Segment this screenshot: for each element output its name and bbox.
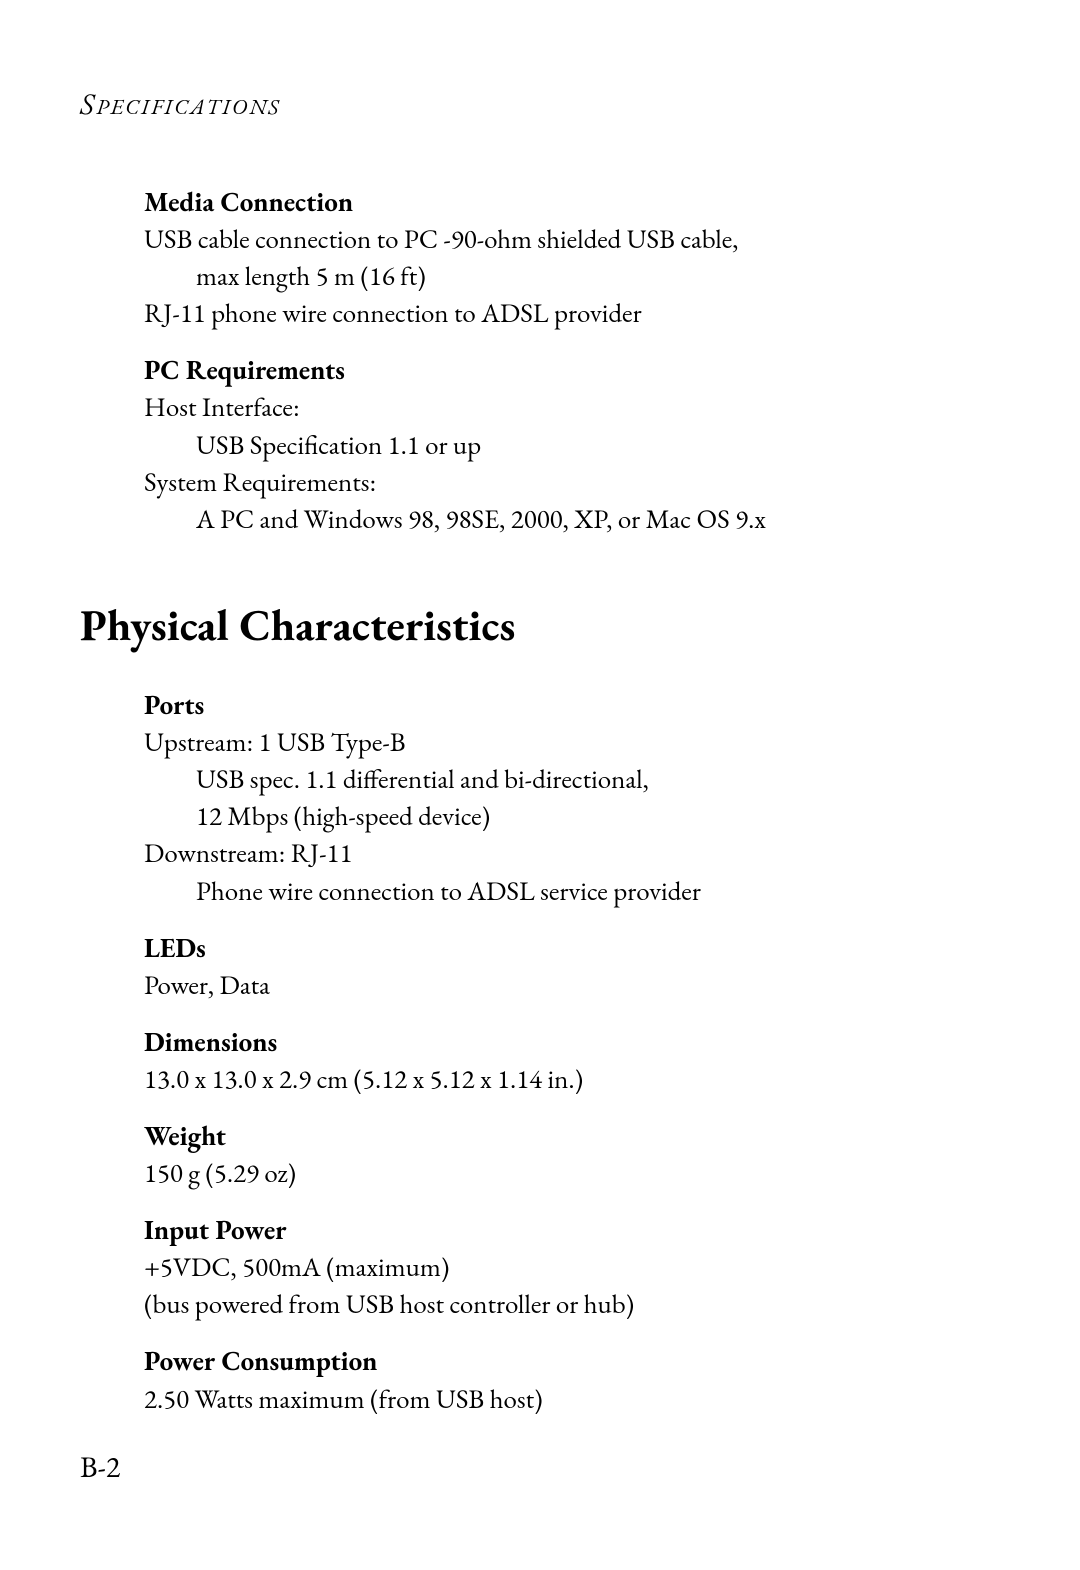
weight-value: 150 g (5.29 oz) <box>144 1156 1000 1191</box>
leds-value: Power, Data <box>144 968 1000 1003</box>
ports-downstream-detail: Phone wire connection to ADSL service pr… <box>196 874 1000 909</box>
media-connection-heading: Media Connection <box>144 185 1000 220</box>
dimensions-heading: Dimensions <box>144 1025 1000 1060</box>
content-area: Media Connection USB cable connection to… <box>144 185 1000 1417</box>
leds-heading: LEDs <box>144 931 1000 966</box>
running-header: SPECIFICATIONS <box>80 84 1000 123</box>
pc-requirements-heading: PC Requirements <box>144 353 1000 388</box>
weight-block: Weight 150 g (5.29 oz) <box>144 1119 1000 1191</box>
weight-heading: Weight <box>144 1119 1000 1154</box>
media-connection-line3: RJ-11 phone wire connection to ADSL prov… <box>144 296 1000 331</box>
power-consumption-heading: Power Consumption <box>144 1344 1000 1379</box>
power-consumption-block: Power Consumption 2.50 Watts maximum (fr… <box>144 1344 1000 1416</box>
ports-upstream: Upstream: 1 USB Type-B <box>144 725 1000 760</box>
host-interface-label: Host Interface: <box>144 390 1000 425</box>
host-interface-value: USB Specification 1.1 or up <box>196 428 1000 463</box>
ports-heading: Ports <box>144 688 1000 723</box>
system-requirements-value: A PC and Windows 98, 98SE, 2000, XP, or … <box>196 502 1000 537</box>
header-rest: PECIFICATIONS <box>96 92 280 121</box>
ports-block: Ports Upstream: 1 USB Type-B USB spec. 1… <box>144 688 1000 909</box>
pc-requirements-block: PC Requirements Host Interface: USB Spec… <box>144 353 1000 536</box>
media-connection-block: Media Connection USB cable connection to… <box>144 185 1000 331</box>
leds-block: LEDs Power, Data <box>144 931 1000 1003</box>
ports-upstream-detail1: USB spec. 1.1 differential and bi-direct… <box>196 762 1000 797</box>
dimensions-block: Dimensions 13.0 x 13.0 x 2.9 cm (5.12 x … <box>144 1025 1000 1097</box>
media-connection-line1: USB cable connection to PC -90-ohm shiel… <box>144 222 1000 257</box>
system-requirements-label: System Requirements: <box>144 465 1000 500</box>
media-connection-line2: max length 5 m (16 ft) <box>196 259 1000 294</box>
power-consumption-value: 2.50 Watts maximum (from USB host) <box>144 1382 1000 1417</box>
input-power-heading: Input Power <box>144 1213 1000 1248</box>
dimensions-value: 13.0 x 13.0 x 2.9 cm (5.12 x 5.12 x 1.14… <box>144 1062 1000 1097</box>
section-title-physical: Physical Characteristics <box>80 597 1000 654</box>
ports-upstream-detail2: 12 Mbps (high-speed device) <box>196 799 1000 834</box>
input-power-value1: +5VDC, 500mA (maximum) <box>144 1250 1000 1285</box>
header-cap: S <box>80 84 96 123</box>
input-power-block: Input Power +5VDC, 500mA (maximum) (bus … <box>144 1213 1000 1322</box>
input-power-value2: (bus powered from USB host controller or… <box>144 1287 1000 1322</box>
page: SPECIFICATIONS Media Connection USB cabl… <box>0 0 1080 1570</box>
page-number: B-2 <box>80 1447 120 1486</box>
ports-downstream: Downstream: RJ-11 <box>144 836 1000 871</box>
